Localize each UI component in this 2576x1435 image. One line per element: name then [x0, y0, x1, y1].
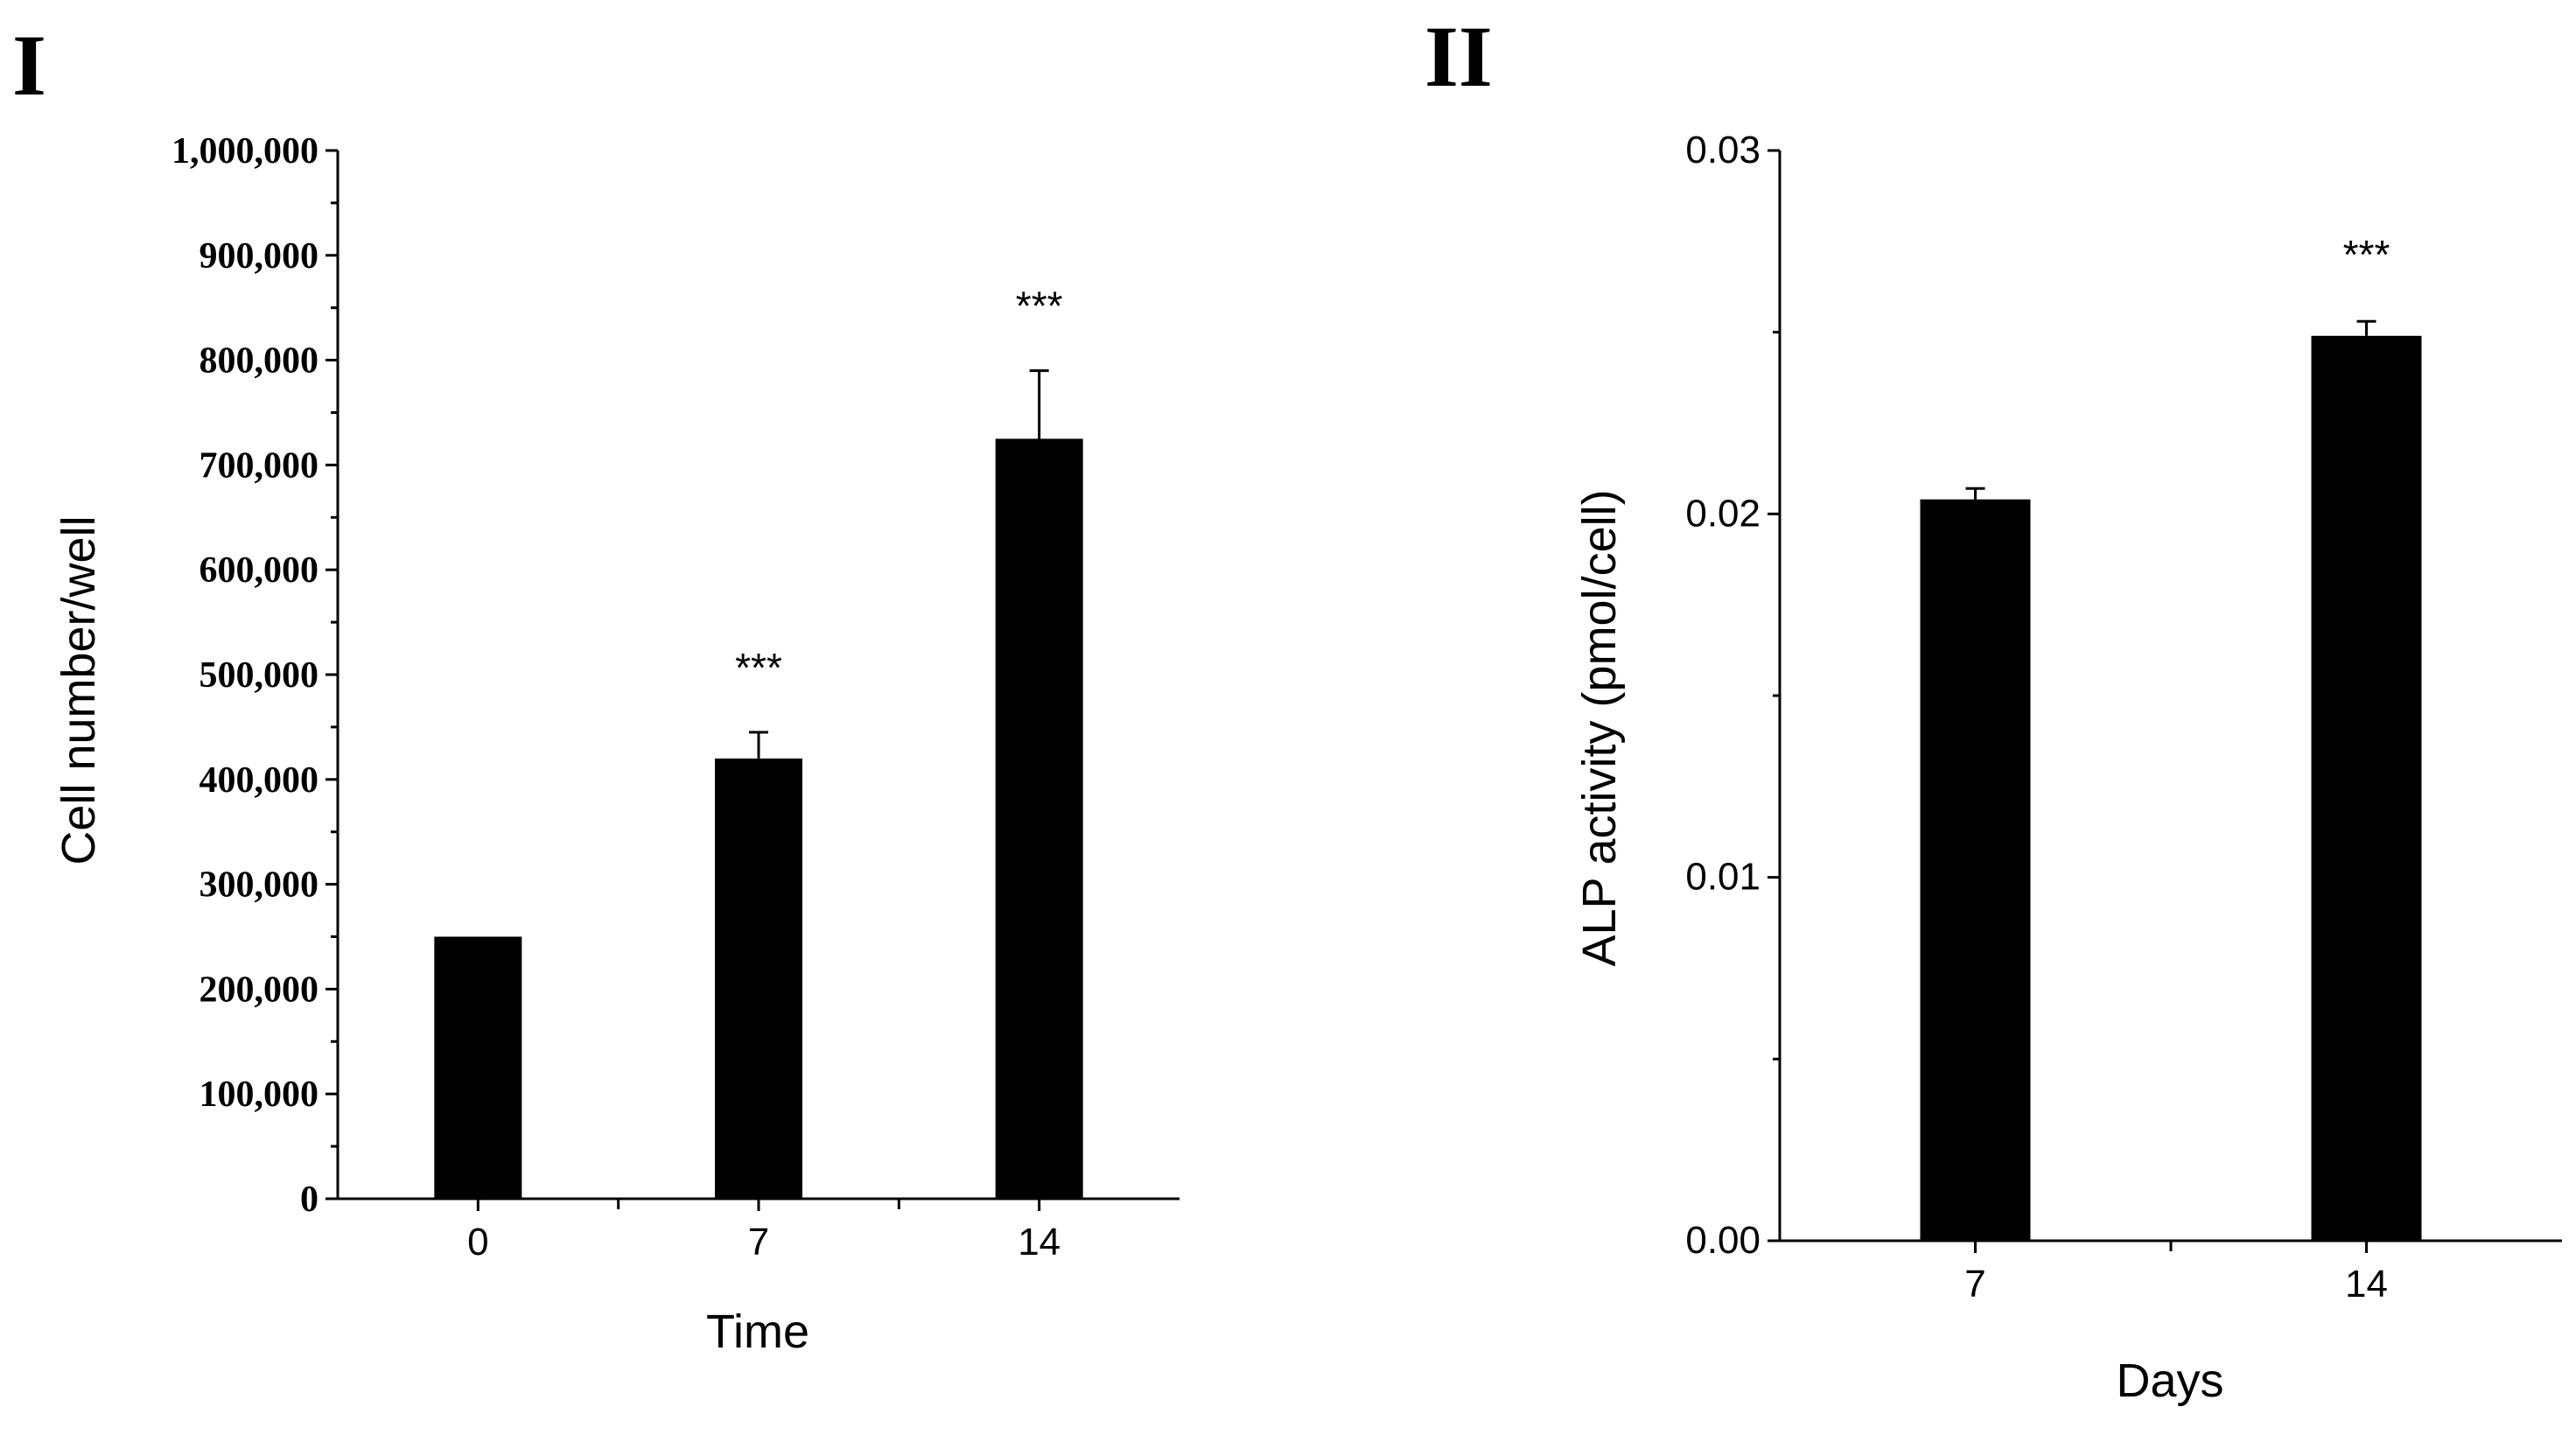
panel-ii-x-axis-label: Days [2116, 1354, 2223, 1407]
panel-i-bar [995, 438, 1083, 1199]
panel-ii-y-axis-label: ALP activity (pmol/cell) [1573, 489, 1626, 966]
panel-ii-bar [1920, 499, 2031, 1241]
panel-ii-y-tick-label: 0.00 [1685, 1219, 1760, 1262]
panel-ii-bars: *** [1920, 232, 2422, 1241]
panel-i-y-ticks: 0 100,000 200,000 300,000 400,000 500,000 600,… [172, 131, 338, 1220]
panel-i-y-tick-label: 1,000,000 [172, 131, 318, 172]
panel-i-y-tick-label: 200,000 [200, 970, 319, 1010]
panel-i-x-tick-label: 14 [1018, 1221, 1060, 1264]
panel-i-y-tick-label: 900,000 [200, 236, 319, 276]
panel-i-bars: *** *** [434, 284, 1083, 1199]
panel-letter-ii: II [1424, 8, 1493, 105]
panel-i-x-axis-label: Time [706, 1306, 809, 1358]
panel-i-chart: I 0 100,000 200,000 300,000 400,000 500,000 60… [12, 17, 1180, 1358]
panel-ii-x-tick-label: 7 [1964, 1263, 1985, 1306]
panel-i-significance-label: *** [735, 645, 782, 690]
panel-ii-bar [2311, 335, 2422, 1241]
panel-ii-y-tick-label: 0.03 [1685, 129, 1760, 172]
panel-i-x-tick-label: 7 [748, 1221, 769, 1264]
panel-ii-x-tick-label: 14 [2345, 1263, 2388, 1306]
panel-i-y-tick-label: 400,000 [200, 760, 319, 801]
panel-ii-significance-label: *** [2343, 232, 2390, 277]
panel-ii-x-ticks: 7 14 [1964, 1241, 2388, 1306]
panel-i-y-tick-label: 0 [300, 1180, 318, 1220]
panel-i-bar [434, 936, 522, 1199]
panel-i-y-axis-label: Cell number/well [52, 515, 105, 864]
panel-i-y-tick-label: 300,000 [200, 865, 319, 906]
panel-i-bar [715, 758, 802, 1199]
panel-i-y-tick-label: 800,000 [200, 341, 319, 382]
panel-i-y-tick-label: 700,000 [200, 445, 319, 486]
panel-ii-y-ticks: 0.00 0.01 0.02 0.03 [1685, 129, 1780, 1262]
panel-ii-y-tick-label: 0.02 [1685, 492, 1760, 535]
panel-i-significance-label: *** [1016, 284, 1063, 329]
panel-ii-y-tick-label: 0.01 [1685, 856, 1760, 899]
panel-letter-i: I [12, 17, 46, 114]
panel-i-x-tick-label: 0 [467, 1221, 488, 1264]
panel-ii-axes [1778, 150, 2562, 1242]
panel-ii-chart: II 0.00 0.01 0.02 0.03 7 14 *** Days ALP act… [1424, 8, 2562, 1407]
panel-i-x-ticks: 0 7 14 [467, 1199, 1060, 1264]
panel-i-y-tick-label: 100,000 [200, 1074, 319, 1115]
panel-i-y-tick-label: 600,000 [200, 550, 319, 591]
panel-i-y-tick-label: 500,000 [200, 655, 319, 696]
